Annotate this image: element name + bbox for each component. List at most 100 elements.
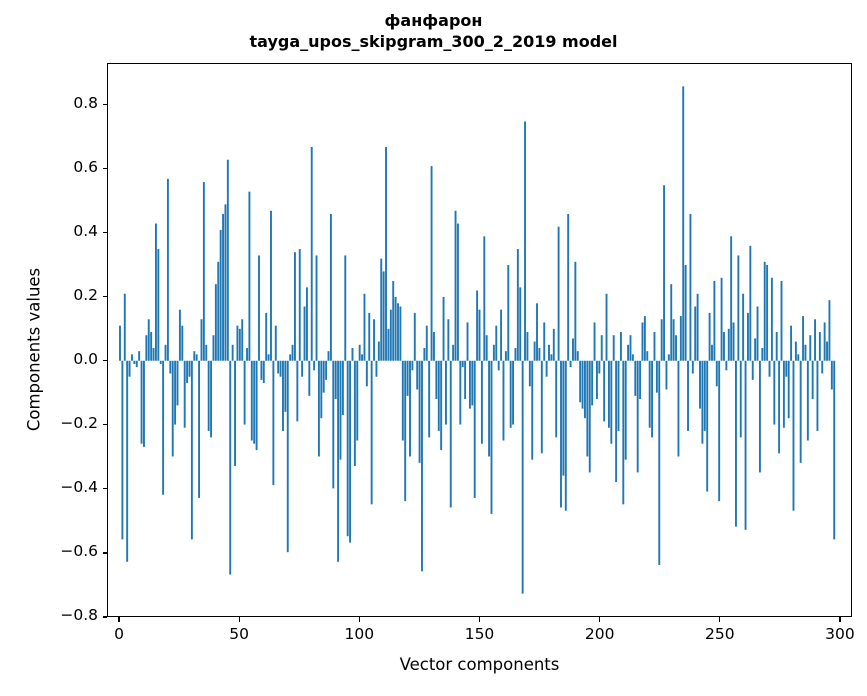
bar [423, 347, 426, 361]
bar [401, 360, 404, 441]
bar [615, 360, 618, 482]
bar [430, 166, 433, 361]
bar [548, 344, 550, 361]
bar [119, 325, 121, 361]
bar [514, 347, 517, 361]
bar [267, 354, 270, 361]
bar [737, 255, 740, 361]
bar [258, 255, 260, 361]
bar [552, 328, 555, 361]
bar [564, 360, 567, 511]
x-tick-mark [358, 617, 360, 622]
bar [270, 210, 272, 361]
bar [212, 335, 215, 361]
bar [313, 360, 316, 371]
x-axis-label: Vector components [399, 655, 560, 674]
y-tick-label: 0.8 [73, 93, 98, 112]
bar [672, 319, 675, 361]
bar [341, 360, 344, 415]
x-tick-label: 250 [705, 625, 735, 643]
bar [485, 335, 488, 361]
bar [387, 328, 390, 361]
bar [730, 236, 733, 361]
y-tick-mark [102, 232, 107, 234]
bar [394, 296, 397, 361]
bar [344, 255, 347, 361]
bar [284, 360, 287, 412]
y-tick-label: −0.8 [60, 606, 98, 624]
bar [497, 360, 500, 371]
bar [413, 312, 416, 361]
bar [773, 360, 776, 425]
bar [746, 312, 749, 361]
bar [723, 332, 725, 361]
bar [756, 306, 759, 361]
bar [708, 312, 711, 361]
bar [399, 306, 402, 361]
bar [665, 360, 668, 390]
bar [198, 360, 201, 498]
bar [138, 351, 141, 361]
x-tick-mark [599, 617, 601, 622]
bar [536, 303, 538, 361]
bar [171, 360, 174, 457]
bar [711, 344, 713, 361]
y-tick-label: 0.6 [73, 157, 98, 176]
bar [123, 293, 126, 361]
bar [238, 328, 241, 361]
plot-area [107, 63, 852, 617]
bar [150, 332, 153, 361]
bar [576, 351, 579, 361]
bar [121, 360, 124, 540]
bar [143, 360, 145, 447]
bar [639, 360, 642, 400]
bar [814, 319, 816, 361]
bar [298, 249, 301, 361]
bar [392, 280, 395, 361]
bar [332, 360, 335, 489]
bar [684, 265, 687, 361]
bar [701, 360, 704, 444]
bar [696, 293, 699, 361]
bar [250, 360, 253, 441]
bar [797, 354, 800, 361]
bar [377, 341, 380, 361]
bar [735, 360, 737, 527]
bar [277, 360, 280, 374]
bar [569, 360, 572, 368]
bar [293, 252, 296, 361]
bar [598, 360, 601, 374]
bar [826, 341, 828, 361]
bar [706, 360, 709, 492]
bar [404, 360, 407, 502]
bar [689, 213, 692, 361]
bar [648, 360, 651, 428]
bar [739, 360, 742, 438]
bar [356, 360, 359, 441]
bar [480, 360, 483, 444]
bar [679, 316, 682, 361]
bar [164, 344, 167, 361]
y-tick-mark [102, 104, 107, 106]
bar [691, 360, 694, 374]
y-tick-mark [102, 360, 107, 362]
y-tick-label: 0.4 [73, 221, 98, 240]
bar [255, 360, 258, 451]
bar [320, 360, 323, 419]
x-tick-mark [118, 617, 120, 622]
bar [361, 354, 364, 361]
bar [214, 284, 217, 361]
bar [373, 319, 375, 361]
bar [437, 360, 440, 431]
bar [176, 360, 179, 406]
bar [567, 213, 570, 361]
bar [236, 325, 239, 361]
bar [370, 360, 373, 505]
bar [579, 360, 582, 403]
bar [248, 191, 251, 361]
bar [495, 325, 498, 361]
bar [183, 360, 186, 428]
bar [758, 360, 761, 473]
bar [473, 360, 476, 498]
